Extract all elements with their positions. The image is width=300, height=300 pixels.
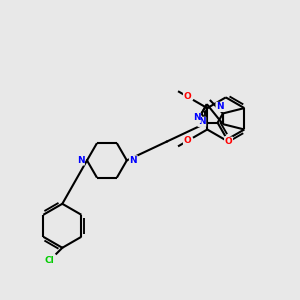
Text: O: O bbox=[225, 137, 232, 146]
Text: O: O bbox=[184, 92, 191, 101]
Text: N: N bbox=[76, 156, 84, 165]
Text: O: O bbox=[184, 136, 191, 146]
Text: N: N bbox=[130, 156, 137, 165]
Text: N: N bbox=[216, 102, 224, 111]
Text: Cl: Cl bbox=[45, 256, 54, 265]
Text: N: N bbox=[193, 113, 200, 122]
Text: N: N bbox=[198, 117, 206, 126]
